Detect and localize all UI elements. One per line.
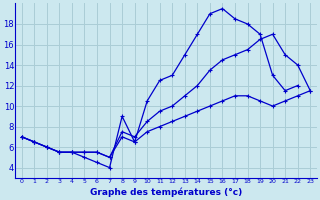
X-axis label: Graphe des températures (°c): Graphe des températures (°c) (90, 187, 242, 197)
